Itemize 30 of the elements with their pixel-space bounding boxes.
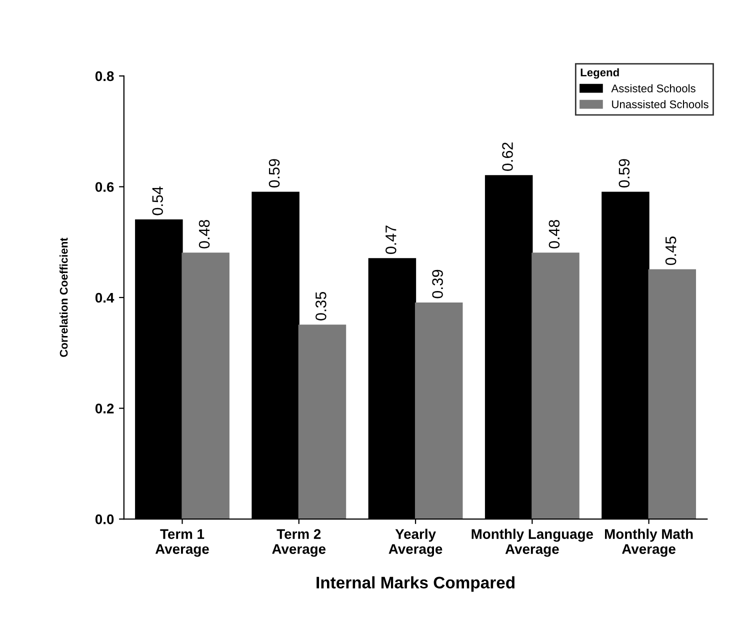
y-tick-label: 0.2 [95, 404, 114, 414]
bar [414, 302, 463, 520]
x-tick-label: Term 2 Average [272, 529, 326, 557]
bar [648, 269, 696, 520]
legend-label: Assisted Schools [611, 84, 696, 92]
legend-title: Legend [580, 68, 619, 79]
data-label: 0.54 [152, 186, 164, 216]
bar [182, 252, 230, 520]
data-label: 0.48 [548, 220, 560, 248]
y-tick-label: 0.4 [95, 292, 114, 303]
data-label: 0.59 [618, 159, 630, 188]
x-tick-label: Yearly Average [388, 528, 442, 557]
x-tick-label: Term 1 Average [155, 529, 209, 557]
y-axis-title: Correlation Coefficient [60, 238, 68, 357]
data-label: 0.35 [316, 292, 326, 320]
data-label: 0.39 [432, 270, 443, 298]
data-label: 0.45 [665, 236, 676, 266]
x-axis-title: Internal Marks Compared [316, 576, 514, 592]
bar [298, 324, 346, 520]
y-tick-label: 0.6 [95, 182, 114, 192]
y-tick-label: 0.8 [95, 71, 114, 82]
data-label: 0.62 [502, 142, 513, 171]
data-label: 0.48 [198, 220, 210, 248]
legend-label: Unassisted Schools [612, 100, 708, 108]
data-label: 0.47 [385, 226, 396, 254]
x-tick-label: Monthly Math Average [604, 528, 693, 557]
y-tick-label: 0.0 [95, 514, 114, 524]
data-label: 0.59 [268, 159, 280, 188]
bar [532, 252, 580, 520]
x-tick-label: Monthly Language Average [472, 528, 594, 557]
